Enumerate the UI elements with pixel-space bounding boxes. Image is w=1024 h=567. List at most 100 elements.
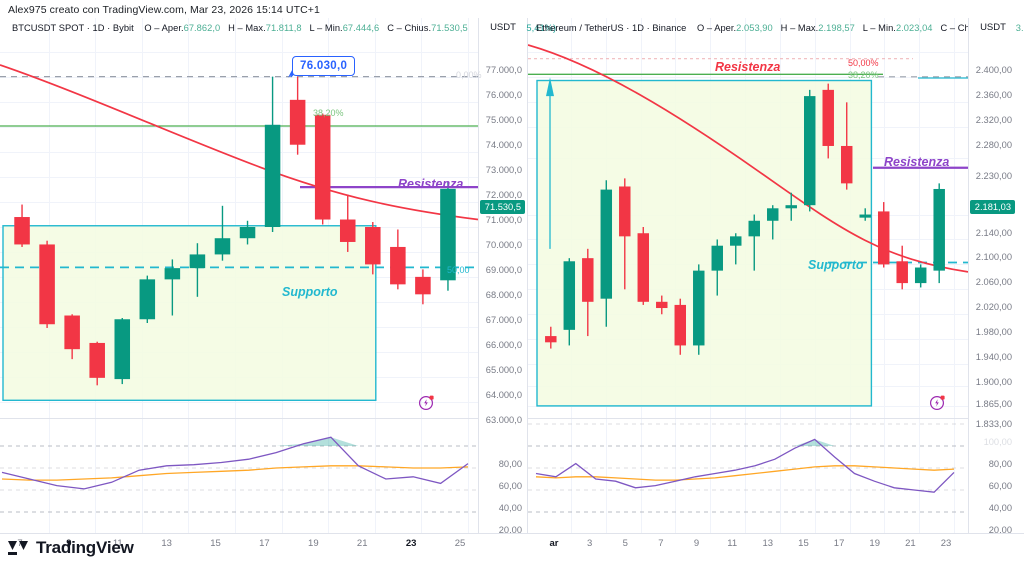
price-tick-label: 2.360,00 [975,90,1012,101]
time-tick-label: 19 [869,538,881,549]
rsi-overbought-fill [536,439,954,446]
price-tick-label: 1.900,00 [975,377,1012,388]
rsi-moving-average-line [535,465,955,481]
rectangle-drawing-tool[interactable] [536,79,873,407]
legend-low-label-eth: L – Min. [862,23,896,33]
current-price-tag[interactable]: 2.181,03 [969,199,1015,214]
candle-body [214,238,231,255]
legend-open-btc: 67.862,0 [183,23,221,33]
candlestick[interactable] [164,259,181,316]
time-axis-eth[interactable]: ar 3 5 7 9 11 13 15 17 19 21 23 [528,534,968,558]
measure-arrow-icon [546,77,554,97]
rsi-line [1,436,469,490]
resistance-label-btc[interactable]: Resistenza [398,177,464,191]
candlestick[interactable] [390,229,406,290]
candlestick[interactable] [822,83,834,159]
legend-gap-8 [858,23,861,33]
legend-eth[interactable]: Ethereum / TetherUS · 1D · Binance O – A… [536,23,1024,33]
candlestick[interactable] [619,178,631,290]
price-tick-label: 71.000,0 [485,215,522,226]
support-label-btc[interactable]: Supporto [282,285,338,299]
candlestick[interactable] [264,76,281,232]
legend-interval-eth[interactable]: 1D [632,23,644,33]
candlestick[interactable] [693,264,705,355]
candlestick[interactable] [637,227,650,305]
candlestick[interactable] [14,204,30,247]
support-label-eth[interactable]: Supporto [808,258,864,272]
candlestick[interactable] [339,194,356,252]
candlestick[interactable] [563,258,576,346]
time-tick-label: 9 [66,538,72,549]
candle-body [840,145,853,184]
resistance-label-eth-red[interactable]: Resistenza [715,60,781,74]
chart-pane-eth[interactable] [528,18,968,534]
candle-body [114,319,131,380]
fib-0-label-btc: 0,00% [456,70,482,80]
candlestick[interactable] [189,243,206,297]
candle-body [264,124,281,227]
candle-body [14,217,30,245]
candlestick[interactable] [39,240,55,328]
legend-high-eth: 2.198,57 [818,23,855,33]
candle-body [440,188,456,281]
legend-low-eth: 2.023,04 [895,23,933,33]
price-scale-btc[interactable]: USDT 77.000,0 76.000,0 75.000,0 74.000,0 73.… [478,18,526,534]
candlestick[interactable] [748,214,760,271]
resistance-label-eth-purple[interactable]: Resistenza [884,155,950,169]
price-tick-label: 73.000,0 [485,165,522,176]
candlestick[interactable] [600,180,613,327]
candlestick[interactable] [877,202,890,268]
candlestick[interactable] [896,245,908,290]
candlestick[interactable] [440,181,456,291]
candlestick[interactable] [239,220,256,245]
current-price-tag[interactable]: 71.530,5 [479,199,525,214]
candlestick[interactable] [545,326,557,349]
price-callout-bubble[interactable]: 76.030,0 [292,56,356,76]
candlestick[interactable] [415,269,431,305]
candlestick[interactable] [785,192,797,221]
candlestick[interactable] [89,341,105,386]
candlestick[interactable] [582,248,594,337]
candlestick[interactable] [767,205,779,240]
legend-symbol-btc[interactable]: BTCUSDT SPOT [12,23,85,33]
candlestick[interactable] [804,89,816,212]
rsi-tick-label: 60,00 [988,481,1012,491]
tradingview-logo[interactable]: TradingView [8,538,134,558]
candle-body [164,268,181,280]
candlestick[interactable] [365,222,381,275]
candlestick[interactable] [64,314,80,360]
legend-gap-9 [935,23,938,33]
price-scale-eth[interactable]: USDT 2.400,00 2.360,00 2.320,00 2.280,00 2.2… [968,18,1016,534]
legend-btc[interactable]: BTCUSDT SPOT · 1D · Bybit O – Aper.67.86… [12,23,556,33]
candlestick[interactable] [139,275,156,323]
candlestick[interactable] [730,233,742,265]
pane-separator[interactable] [0,418,478,419]
candlestick[interactable] [840,102,853,190]
pane-separator[interactable] [528,418,968,419]
legend-gap-4 [382,23,385,33]
legend-symbol-eth[interactable]: Ethereum / TetherUS [536,23,624,33]
candle-body [785,205,797,209]
legend-close-label-eth: C – Chius. [940,23,985,33]
time-axis-btc[interactable]: 7 9 11 13 15 17 19 21 23 25 [0,534,478,558]
candlestick[interactable] [933,183,945,284]
candlestick[interactable] [214,205,231,261]
candlestick[interactable] [711,239,723,296]
chart-pane-btc[interactable] [0,18,478,534]
legend-interval-btc[interactable]: 1D [92,23,105,33]
candlestick[interactable] [289,76,306,155]
candle-body [804,96,816,206]
lightning-bolt-icon[interactable] [418,393,436,411]
time-tick-label: 25 [454,538,466,549]
scale-unit-btc: USDT [490,22,516,33]
price-tick-label: 68.000,0 [485,289,522,300]
candlestick[interactable] [859,208,871,221]
lightning-bolt-icon[interactable] [929,393,947,411]
candlestick[interactable] [656,295,668,315]
candlestick[interactable] [914,264,927,288]
rectangle-drawing-tool[interactable] [2,225,377,401]
candlestick[interactable] [674,298,686,355]
candlestick[interactable] [114,318,131,385]
candlestick[interactable] [314,113,331,225]
rsi-tick-label: 40,00 [988,503,1012,513]
